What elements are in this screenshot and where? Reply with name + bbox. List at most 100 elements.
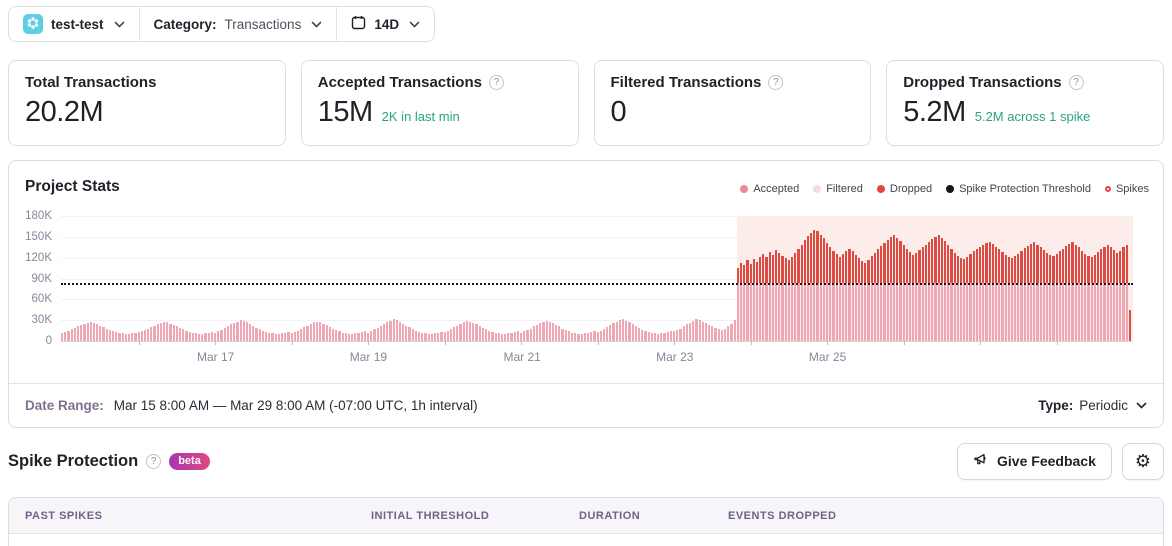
legend-item-accepted[interactable]: Accepted [740, 183, 799, 195]
y-axis-tick-label: 180K [25, 210, 52, 222]
usage-bar [660, 333, 663, 341]
usage-bar [574, 333, 577, 341]
give-feedback-button[interactable]: Give Feedback [957, 442, 1112, 480]
dropped-segment [867, 259, 870, 284]
accepted-segment [695, 319, 698, 341]
usage-bar [252, 325, 255, 341]
type-selector[interactable]: Type: Periodic [1038, 398, 1147, 413]
usage-bar [446, 330, 449, 341]
accepted-segment [673, 331, 676, 341]
accepted-segment [459, 323, 462, 341]
chart-bars [61, 216, 1133, 341]
accepted-segment [1036, 283, 1039, 341]
dropped-segment [845, 251, 848, 284]
accepted-segment [532, 326, 535, 341]
usage-bar [593, 331, 596, 341]
usage-bar [934, 236, 937, 341]
usage-bar [182, 329, 185, 341]
usage-bar [902, 244, 905, 341]
usage-bar [322, 323, 325, 341]
usage-bar [905, 248, 908, 341]
category-selector[interactable]: Category: Transactions [138, 7, 337, 41]
accepted-segment [998, 283, 1001, 341]
accepted-segment [1039, 283, 1042, 341]
accepted-segment [335, 329, 338, 341]
usage-bar [242, 320, 245, 341]
accepted-segment [701, 321, 704, 341]
help-icon[interactable]: ? [1068, 75, 1084, 90]
settings-button[interactable]: ⚙ [1121, 442, 1164, 480]
accepted-segment [571, 332, 574, 341]
usage-bar [194, 333, 198, 341]
help-icon[interactable]: ? [146, 453, 162, 469]
usage-bar [70, 329, 73, 341]
project-selector[interactable]: test-test [9, 7, 139, 41]
accepted-segment [478, 325, 481, 341]
usage-bar [386, 322, 389, 341]
legend-item-spikes[interactable]: Spikes [1104, 183, 1149, 195]
legend-label: Dropped [889, 183, 933, 195]
accepted-segment [1093, 283, 1096, 341]
dropped-segment [1030, 243, 1033, 284]
accepted-segment [153, 325, 156, 341]
dropped-segment [768, 252, 771, 284]
usage-bar [666, 331, 669, 341]
usage-bar [947, 245, 950, 341]
help-icon[interactable]: ? [768, 75, 784, 90]
accepted-segment [338, 331, 341, 341]
dropped-segment [1125, 245, 1128, 284]
table-row[interactable] [9, 534, 1163, 546]
dropped-segment [1116, 252, 1119, 284]
usage-bar [736, 268, 739, 341]
accepted-segment [481, 327, 484, 341]
usage-bar [134, 332, 137, 341]
dropped-segment [835, 254, 838, 284]
usage-bar [217, 331, 220, 341]
usage-bar [163, 321, 166, 341]
accepted-segment [548, 321, 551, 341]
usage-bar [931, 238, 934, 341]
usage-bar [105, 328, 108, 341]
x-axis-tick [215, 341, 217, 345]
usage-bar [988, 241, 991, 341]
usage-bar [899, 241, 902, 341]
beta-badge: beta [169, 452, 210, 470]
legend-item-filtered[interactable]: Filtered [813, 183, 863, 195]
dropped-segment [972, 251, 975, 284]
usage-bar [86, 322, 89, 341]
accepted-segment [841, 283, 845, 341]
usage-bar [637, 327, 641, 341]
usage-bar [803, 240, 806, 341]
accepted-segment [255, 327, 258, 341]
accepted-segment [580, 334, 583, 341]
accepted-segment [867, 283, 870, 341]
accepted-segment [1010, 283, 1014, 341]
accepted-segment [1084, 283, 1087, 341]
date-period-selector[interactable]: 14D [336, 7, 434, 41]
help-icon[interactable]: ? [488, 75, 504, 90]
legend-item-spike-protection-threshold[interactable]: Spike Protection Threshold [946, 183, 1091, 195]
usage-bar [367, 332, 370, 341]
accepted-segment [96, 324, 99, 341]
usage-bar [430, 334, 433, 341]
dropped-segment [1119, 250, 1122, 284]
usage-bar [673, 331, 676, 341]
usage-bar [994, 246, 998, 341]
usage-bar [344, 333, 347, 341]
dropped-segment [1017, 253, 1020, 284]
accepted-segment [331, 328, 335, 341]
accepted-segment [261, 330, 264, 341]
legend-item-dropped[interactable]: Dropped [876, 183, 933, 195]
usage-bar [507, 333, 510, 341]
dropped-segment [784, 258, 787, 284]
usage-bar [1017, 253, 1020, 341]
card-label: Accepted Transactions [317, 74, 482, 91]
usage-bar [765, 257, 768, 341]
usage-bar [382, 323, 386, 341]
accepted-segment [456, 325, 459, 341]
stat-cards-row: Total Transactions 20.2M Accepted Transa… [8, 60, 1164, 146]
accepted-segment [698, 320, 701, 341]
usage-bar [347, 334, 351, 341]
accepted-segment [765, 283, 768, 341]
accepted-segment [784, 283, 787, 341]
